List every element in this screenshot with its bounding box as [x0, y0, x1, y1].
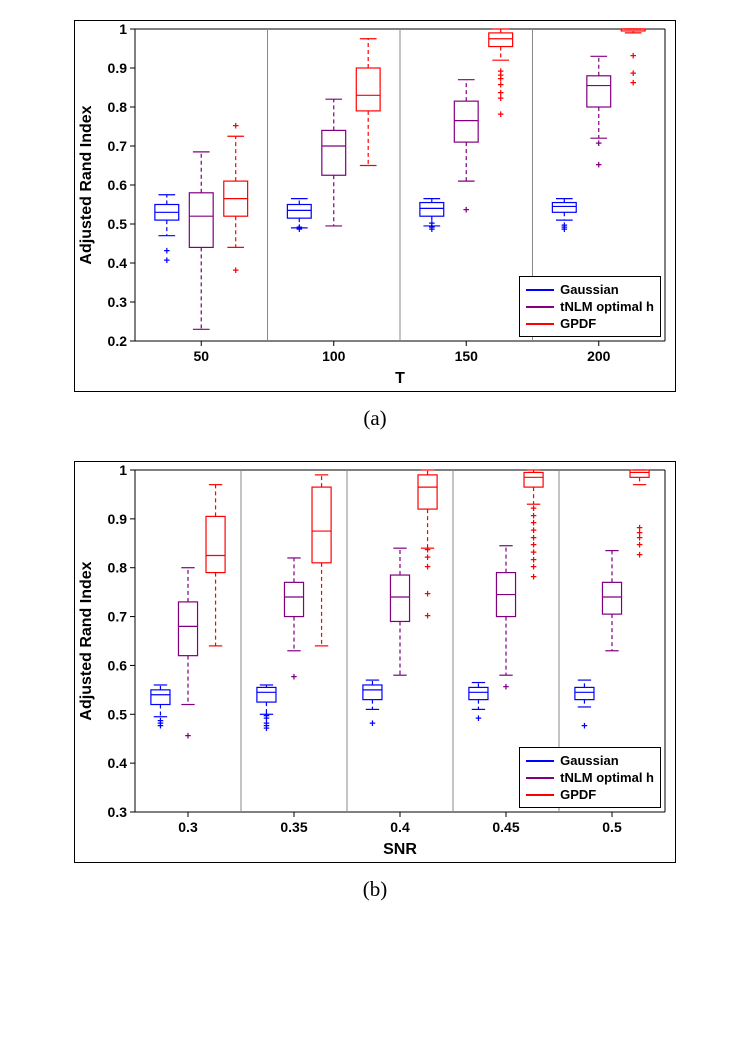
svg-text:0.9: 0.9	[108, 60, 128, 76]
legend-swatch	[526, 760, 554, 762]
svg-text:0.35: 0.35	[280, 819, 307, 835]
svg-text:1: 1	[119, 462, 127, 478]
svg-text:+: +	[530, 571, 536, 583]
svg-text:+: +	[596, 138, 602, 150]
svg-text:+: +	[369, 718, 375, 730]
svg-text:SNR: SNR	[383, 841, 417, 858]
svg-text:150: 150	[455, 348, 479, 364]
svg-text:100: 100	[322, 348, 346, 364]
svg-text:+: +	[630, 78, 636, 90]
svg-text:+: +	[185, 730, 191, 742]
panel-b: 0.3 0.4 0.5 0.6 0.7 0.8 0.9 1 0.3 0.35 0.4 0.45 0.5 +…	[74, 461, 676, 863]
svg-text:+: +	[232, 265, 238, 277]
legend-a: Gaussian tNLM optimal h GPDF	[519, 276, 661, 337]
svg-text:0.2: 0.2	[108, 333, 128, 349]
svg-text:0.7: 0.7	[108, 609, 128, 625]
svg-text:+: +	[636, 550, 642, 562]
svg-text:0.4: 0.4	[390, 819, 410, 835]
panel-a: 0.20.30.40.50.60.70.80.9150100150200++++…	[74, 20, 676, 392]
legend-item: tNLM optimal h	[526, 769, 654, 786]
svg-text:+: +	[263, 711, 269, 723]
caption-a: (a)	[363, 406, 386, 431]
svg-text:+: +	[463, 204, 469, 216]
svg-text:+: +	[475, 713, 481, 725]
svg-text:+: +	[429, 218, 435, 230]
legend-label: tNLM optimal h	[560, 299, 654, 314]
svg-text:0.8: 0.8	[108, 99, 128, 115]
legend-swatch	[526, 289, 554, 291]
figure-b: 0.3 0.4 0.5 0.6 0.7 0.8 0.9 1 0.3 0.35 0.4 0.45 0.5 +…	[20, 461, 730, 902]
svg-text:+: +	[424, 589, 430, 601]
svg-text:0.8: 0.8	[108, 560, 128, 576]
caption-b: (b)	[363, 877, 388, 902]
svg-text:+: +	[497, 109, 503, 121]
svg-text:+: +	[157, 716, 163, 728]
svg-text:Adjusted Rand Index: Adjusted Rand Index	[78, 561, 95, 720]
svg-text:200: 200	[587, 348, 611, 364]
svg-text:0.3: 0.3	[108, 804, 128, 820]
svg-text:0.5: 0.5	[108, 706, 128, 722]
svg-text:+: +	[596, 160, 602, 172]
svg-text:+: +	[424, 611, 430, 623]
svg-text:+: +	[296, 224, 302, 236]
legend-swatch	[526, 323, 554, 325]
svg-text:0.4: 0.4	[108, 755, 128, 771]
legend-item: Gaussian	[526, 752, 654, 769]
svg-text:50: 50	[193, 348, 209, 364]
svg-text:+: +	[630, 50, 636, 62]
legend-swatch	[526, 777, 554, 779]
svg-text:+: +	[581, 721, 587, 733]
svg-text:+: +	[164, 255, 170, 267]
svg-text:0.4: 0.4	[108, 255, 128, 271]
legend-item: Gaussian	[526, 281, 654, 298]
svg-text:0.5: 0.5	[108, 216, 128, 232]
legend-label: Gaussian	[560, 753, 619, 768]
svg-text:0.45: 0.45	[492, 819, 519, 835]
svg-text:0.3: 0.3	[108, 294, 128, 310]
legend-swatch	[526, 306, 554, 308]
svg-text:+: +	[232, 121, 238, 133]
svg-text:+: +	[503, 681, 509, 693]
svg-text:+: +	[497, 93, 503, 105]
legend-item: GPDF	[526, 786, 654, 803]
legend-label: GPDF	[560, 316, 596, 331]
svg-text:0.7: 0.7	[108, 138, 128, 154]
svg-text:T: T	[395, 370, 405, 387]
legend-label: GPDF	[560, 787, 596, 802]
svg-text:0.3: 0.3	[178, 819, 198, 835]
legend-item: tNLM optimal h	[526, 298, 654, 315]
svg-text:0.9: 0.9	[108, 511, 128, 527]
legend-label: Gaussian	[560, 282, 619, 297]
legend-b: Gaussian tNLM optimal h GPDF	[519, 747, 661, 808]
legend-swatch	[526, 794, 554, 796]
svg-text:0.6: 0.6	[108, 177, 128, 193]
svg-text:+: +	[561, 220, 567, 232]
svg-text:1: 1	[119, 21, 127, 37]
svg-text:0.5: 0.5	[602, 819, 622, 835]
legend-label: tNLM optimal h	[560, 770, 654, 785]
legend-item: GPDF	[526, 315, 654, 332]
svg-text:0.6: 0.6	[108, 657, 128, 673]
svg-text:+: +	[424, 562, 430, 574]
figure-a: 0.20.30.40.50.60.70.80.9150100150200++++…	[20, 20, 730, 431]
svg-text:+: +	[291, 672, 297, 684]
svg-text:Adjusted Rand Index: Adjusted Rand Index	[78, 105, 95, 264]
